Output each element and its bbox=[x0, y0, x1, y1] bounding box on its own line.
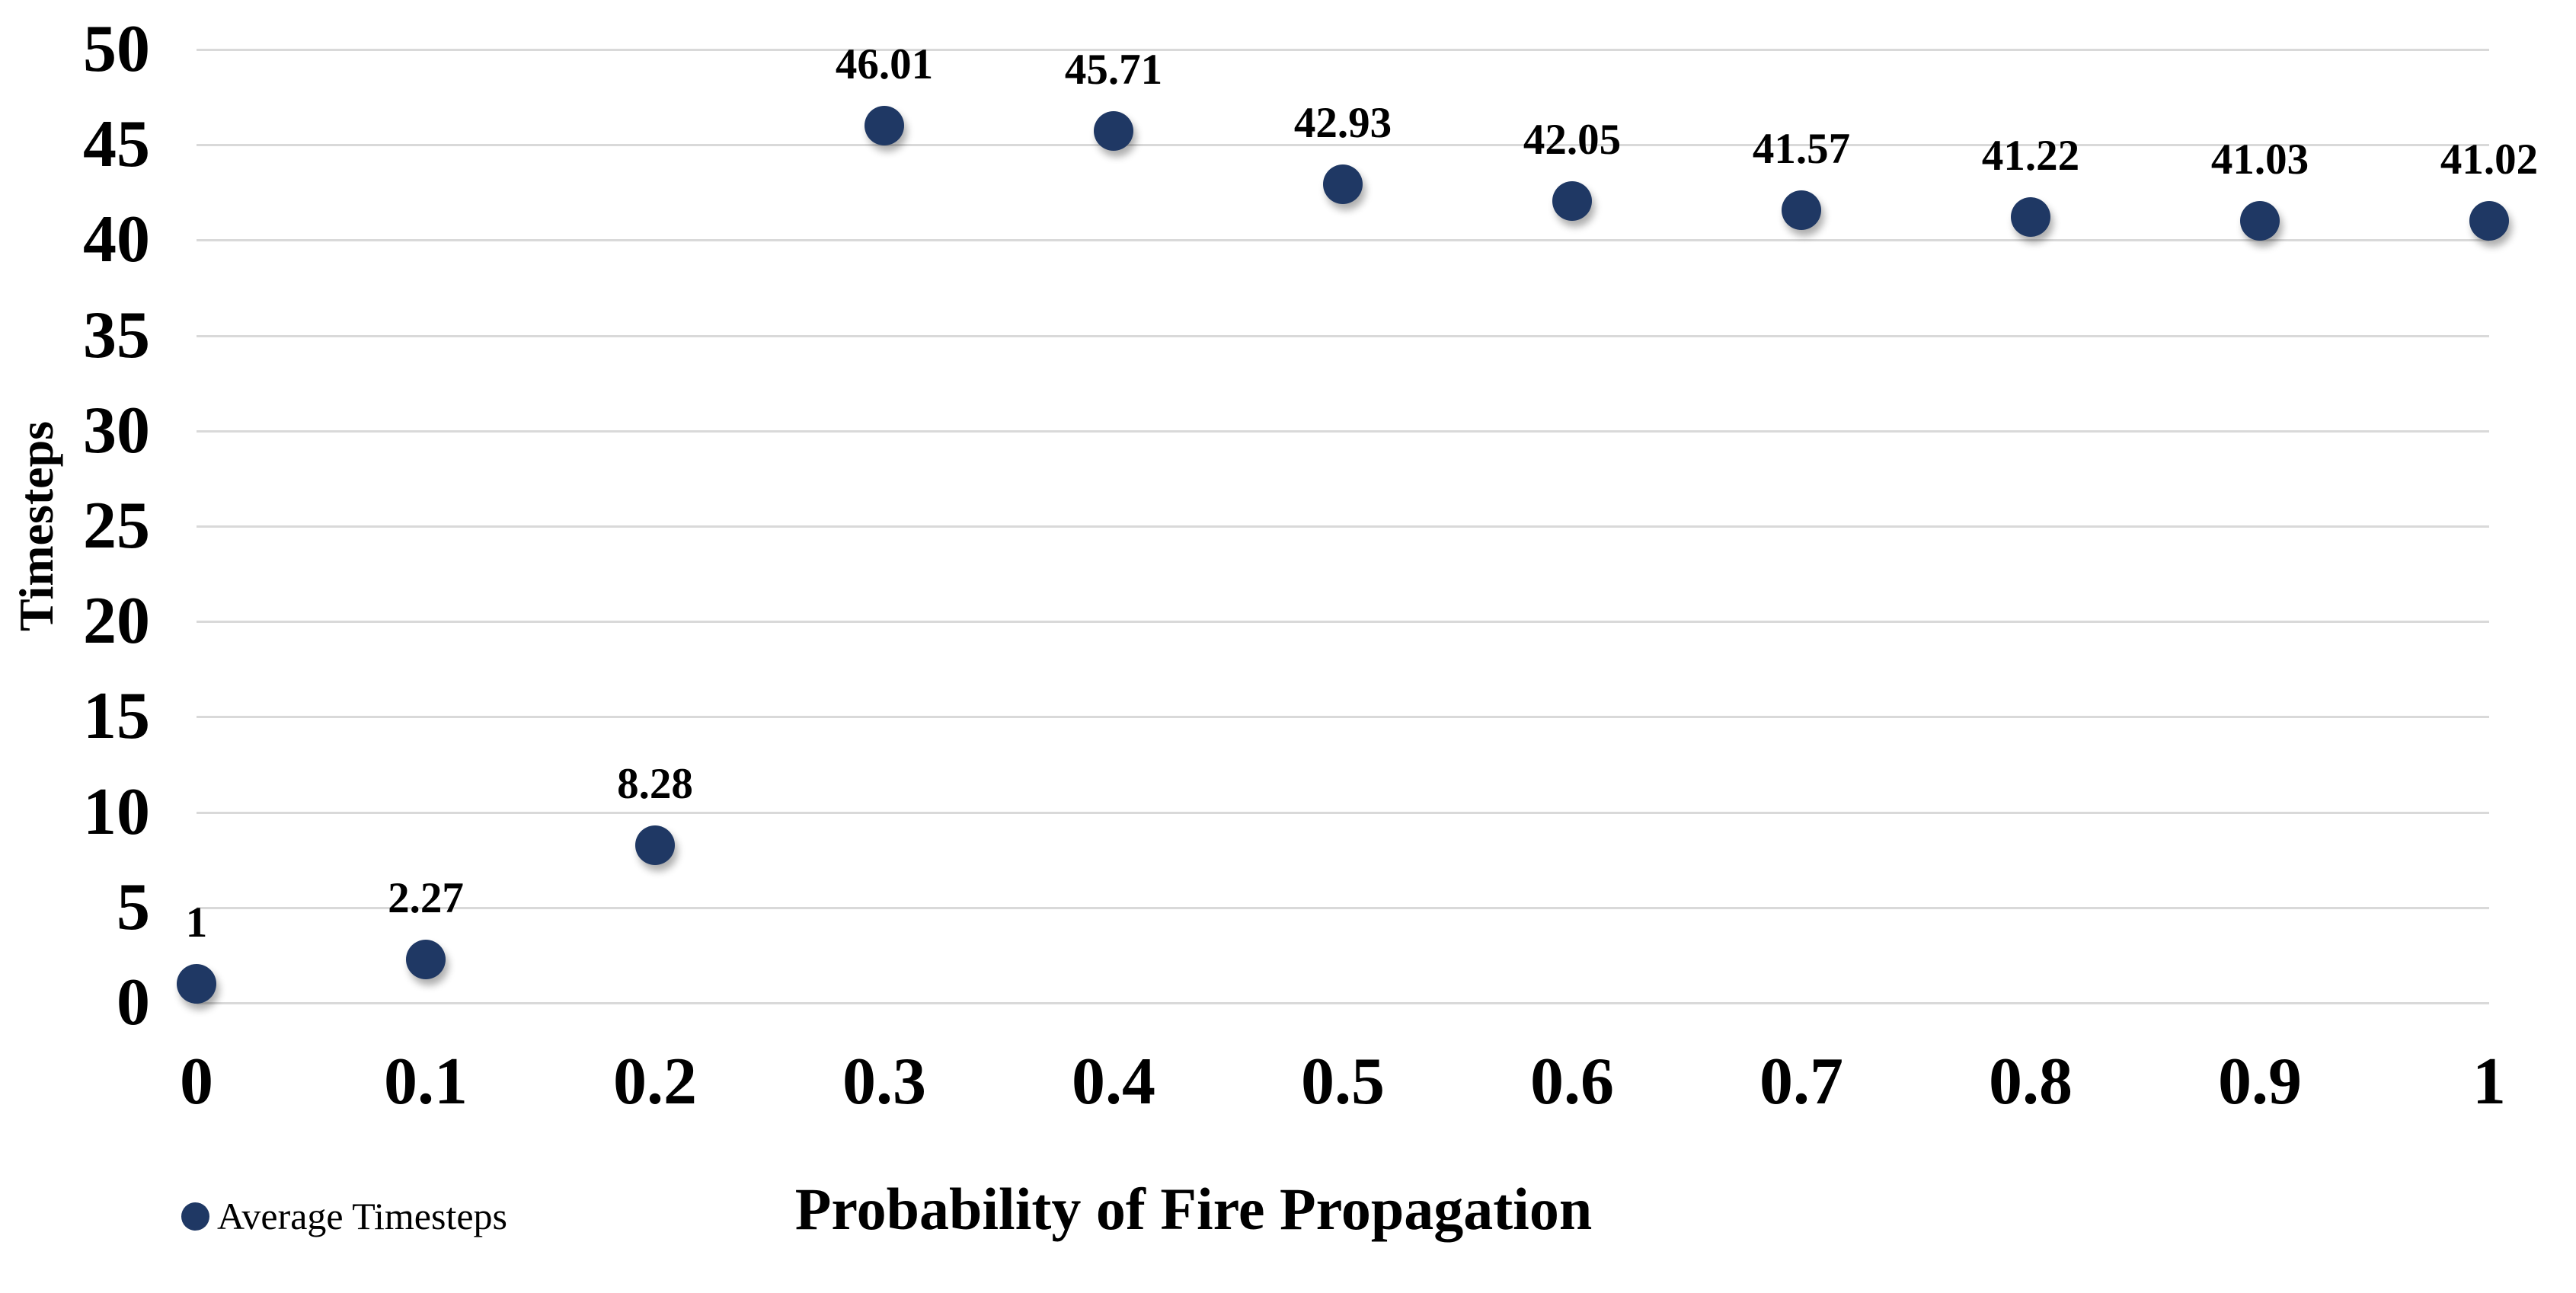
gridline-y-10 bbox=[197, 811, 2489, 814]
data-point bbox=[406, 940, 446, 980]
x-tick-label: 0.6 bbox=[1530, 1045, 1614, 1119]
legend: Average Timesteps bbox=[181, 1194, 507, 1238]
y-tick-label: 20 bbox=[83, 584, 150, 659]
data-point-label: 41.03 bbox=[2210, 135, 2309, 184]
data-point bbox=[635, 825, 675, 865]
data-point-label: 42.05 bbox=[1523, 116, 1622, 164]
x-tick-label: 1 bbox=[2472, 1045, 2506, 1119]
data-point-label: 41.22 bbox=[1981, 131, 2080, 180]
legend-label: Average Timesteps bbox=[217, 1195, 507, 1237]
x-tick-label: 0.7 bbox=[1759, 1045, 1843, 1119]
gridline-y-5 bbox=[197, 906, 2489, 909]
data-point-label: 46.01 bbox=[835, 40, 934, 88]
y-tick-label: 5 bbox=[117, 870, 150, 944]
y-tick-label: 30 bbox=[83, 393, 150, 468]
data-point-label: 41.57 bbox=[1752, 125, 1851, 174]
data-point bbox=[2240, 200, 2280, 241]
y-tick-label: 10 bbox=[83, 774, 150, 849]
gridline-y-15 bbox=[197, 716, 2489, 719]
gridline-y-35 bbox=[197, 334, 2489, 337]
gridline-y-45 bbox=[197, 144, 2489, 147]
gridline-y-40 bbox=[197, 239, 2489, 242]
y-tick-label: 25 bbox=[83, 489, 150, 563]
data-point bbox=[1552, 181, 1592, 222]
gridline-y-30 bbox=[197, 429, 2489, 433]
data-point bbox=[1094, 111, 1133, 152]
y-tick-label: 50 bbox=[83, 12, 150, 86]
plot-area: 1 2.27 8.28 46.01 45.71 42.93 42.05 41.57 41.22 4… bbox=[177, 40, 2538, 1004]
x-tick-label: 0.2 bbox=[613, 1045, 697, 1119]
x-tick-label: 0.1 bbox=[384, 1045, 468, 1119]
data-point bbox=[865, 105, 904, 145]
data-point bbox=[2011, 196, 2050, 237]
x-tick-label: 0.9 bbox=[2218, 1045, 2302, 1119]
y-tick-label: 35 bbox=[83, 298, 150, 372]
data-point bbox=[177, 963, 216, 1004]
legend-marker-icon bbox=[181, 1202, 209, 1231]
y-tick-label: 45 bbox=[83, 107, 150, 182]
data-point-label: 2.27 bbox=[388, 874, 464, 923]
gridline-y-20 bbox=[197, 621, 2489, 624]
gridline-y-50 bbox=[197, 49, 2489, 51]
data-point-label: 42.93 bbox=[1293, 99, 1392, 148]
data-point bbox=[1782, 190, 1821, 231]
x-tick-label: 0.5 bbox=[1301, 1045, 1385, 1119]
y-tick-label: 15 bbox=[83, 679, 150, 754]
gridline-y-25 bbox=[197, 525, 2489, 528]
data-point bbox=[2469, 200, 2509, 241]
x-tick-label: 0.8 bbox=[1989, 1045, 2073, 1119]
data-point-label: 41.02 bbox=[2440, 135, 2539, 184]
y-tick-label: 40 bbox=[83, 203, 150, 277]
data-point-label: 8.28 bbox=[617, 759, 693, 808]
y-axis-title: Timesteps bbox=[9, 420, 63, 632]
x-tick-label: 0.3 bbox=[842, 1045, 926, 1119]
data-point-label: 1 bbox=[185, 898, 208, 947]
x-tick-label: 0.4 bbox=[1072, 1045, 1155, 1119]
data-point-label: 45.71 bbox=[1064, 46, 1163, 94]
gridline-y-0 bbox=[197, 1002, 2489, 1004]
x-axis-title: Probability of Fire Propagation bbox=[794, 1176, 1593, 1242]
data-point bbox=[1323, 164, 1363, 205]
x-tick-label: 0 bbox=[180, 1045, 213, 1119]
y-tick-label: 0 bbox=[117, 966, 150, 1039]
